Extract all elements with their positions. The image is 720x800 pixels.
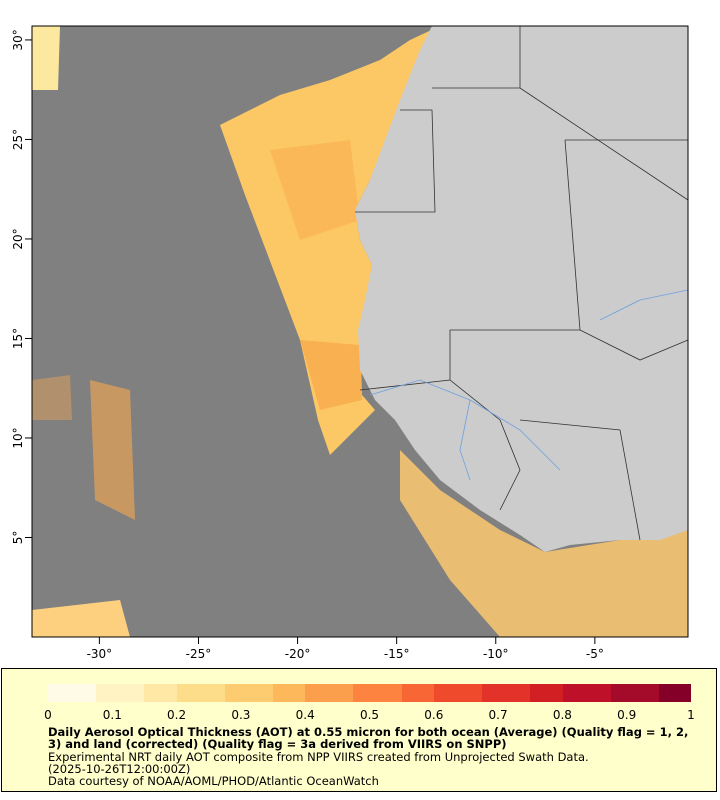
colorbar-ticks: 0 0.1 0.2 0.3 0.4 0.5 0.6 0.7 0.8 0.9 1 [2, 702, 720, 732]
y-tick-label: 25° [11, 129, 25, 150]
colorbar-swatch [176, 684, 193, 702]
colorbar-swatch [48, 684, 65, 702]
colorbar-swatch [257, 684, 274, 702]
colorbar-swatch [562, 684, 579, 702]
y-tick-label: 10° [11, 427, 25, 448]
x-tick-label: -10° [483, 647, 509, 661]
colorbar-swatch [658, 684, 676, 702]
colorbar-swatch [449, 684, 467, 702]
legend-title: Daily Aerosol Optical Thickness (AOT) at… [48, 725, 689, 751]
colorbar-swatch [514, 684, 531, 702]
land-africa [355, 26, 688, 552]
x-tick-label: -15° [384, 647, 410, 661]
colorbar-swatch [482, 684, 499, 702]
colorbar-swatch [192, 684, 209, 702]
colorbar-swatch [498, 684, 515, 702]
colorbar-swatch [224, 684, 241, 702]
colorbar-tick-label: 0.5 [359, 708, 380, 722]
x-tick-label: -30° [87, 647, 113, 661]
x-tick-label: -5° [586, 647, 604, 661]
colorbar-swatch [466, 684, 483, 702]
x-tick-label: -25° [186, 647, 212, 661]
colorbar-swatch [626, 684, 643, 702]
colorbar-swatch [369, 684, 386, 702]
colorbar-tick-label: 1 [687, 708, 695, 722]
colorbar-swatch [530, 684, 547, 702]
map-frame [31, 25, 689, 638]
colorbar-swatch [337, 684, 354, 702]
colorbar-swatch [112, 684, 129, 702]
legend-panel: 0 0.1 0.2 0.3 0.4 0.5 0.6 0.7 0.8 0.9 1 Daily Aero… [1, 668, 717, 792]
legend-date: (2025-10-26T12:00:00Z) [48, 762, 191, 776]
y-tick-label: 30° [11, 29, 25, 50]
colorbar-tick-label: 0.4 [295, 708, 315, 722]
y-axis: 5° 10° 15° 20° 25° 30° [11, 29, 32, 544]
colorbar-tick-label: 0 [44, 708, 52, 722]
colorbar-tick-label: 0.9 [617, 708, 637, 722]
x-axis: -30° -25° -20° -15° -10° -5° [87, 637, 604, 661]
colorbar-tick-label: 0.6 [424, 708, 444, 722]
country-borders [355, 26, 689, 541]
colorbar-swatch [321, 684, 338, 702]
legend-credit: Data courtesy of NOAA/AOML/PHOD/Atlantic… [48, 774, 379, 788]
legend-description: Experimental NRT daily AOT composite fro… [48, 750, 589, 764]
colorbar-swatch [353, 684, 370, 702]
colorbar-tick-label: 0.8 [552, 708, 572, 722]
colorbar-swatch [642, 684, 659, 702]
colorbar-tick-label: 0.1 [102, 708, 122, 722]
aot-data-overlay [32, 26, 688, 637]
colorbar-swatch [80, 684, 97, 702]
x-tick-label: -20° [285, 647, 311, 661]
colorbar-swatch [273, 684, 290, 702]
colorbar-swatch [144, 684, 161, 702]
colorbar-swatch [610, 684, 627, 702]
colorbar-swatch [675, 684, 692, 702]
colorbar-tick-label: 0.2 [167, 708, 187, 722]
colorbar-swatch [401, 684, 418, 702]
rivers [369, 289, 689, 481]
colorbar-swatch [289, 684, 306, 702]
colorbar-swatch [417, 684, 434, 702]
y-tick-label: 5° [11, 531, 25, 545]
colorbar-swatch [546, 684, 563, 702]
colorbar-swatch [64, 684, 81, 702]
colorbar-swatch [160, 684, 177, 702]
colorbar-swatch [96, 684, 113, 702]
colorbar-swatch [240, 684, 258, 702]
colorbar-swatch [385, 684, 402, 702]
colorbar-swatch [208, 684, 225, 702]
colorbar-tick-label: 0.3 [231, 708, 251, 722]
colorbar-swatch [433, 684, 450, 702]
colorbar-swatch [128, 684, 145, 702]
aot-map: -30° -25° -20° -15° -10° -5° 5° 10° 15° 20° 25° 30… [11, 25, 689, 661]
colorbar [48, 684, 692, 702]
colorbar-swatch [594, 684, 611, 702]
y-tick-label: 20° [11, 228, 25, 249]
colorbar-swatch [305, 684, 322, 702]
colorbar-swatch [578, 684, 595, 702]
colorbar-tick-label: 0.7 [488, 708, 508, 722]
y-tick-label: 15° [11, 328, 25, 349]
